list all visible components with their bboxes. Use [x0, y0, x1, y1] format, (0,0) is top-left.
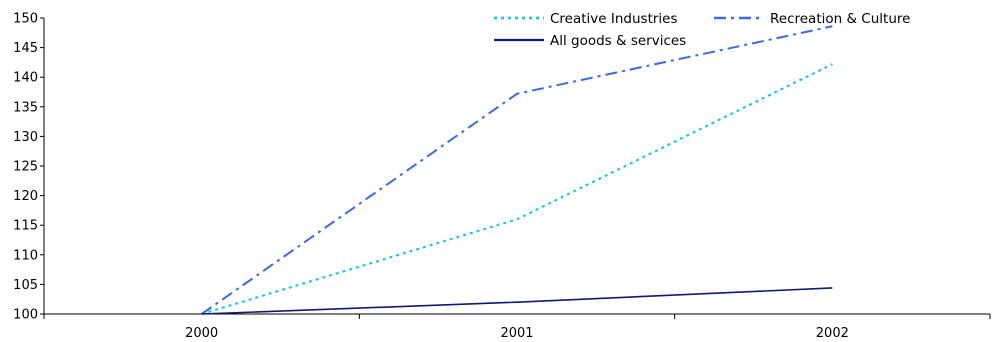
y-tick-label: 145: [13, 41, 38, 56]
series-line-creative-industries: [201, 63, 833, 316]
legend-label: Recreation & Culture: [770, 11, 910, 27]
y-tick-label: 120: [13, 189, 38, 204]
y-tick-label: 130: [13, 130, 38, 145]
y-axis-ticks: 100 105 110 115 120 125 130 135 140 145 150: [13, 12, 44, 323]
legend-label: All goods & services: [550, 33, 686, 49]
y-tick-label: 140: [13, 71, 38, 86]
series-lines: [201, 25, 833, 316]
x-tick-label: 2000: [185, 326, 218, 341]
x-tick-label: 2001: [500, 326, 533, 341]
y-tick-label: 135: [13, 100, 38, 115]
series-line-all-goods-services: [201, 287, 833, 315]
legend-label: Creative Industries: [550, 11, 678, 27]
y-tick-label: 100: [13, 308, 38, 323]
series-line-recreation-culture: [201, 25, 833, 315]
y-tick-label: 105: [13, 278, 38, 293]
y-tick-label: 150: [13, 12, 38, 27]
y-tick-label: 125: [13, 160, 38, 175]
y-tick-label: 110: [13, 248, 38, 263]
legend: Creative Industries Recreation & Culture A…: [494, 11, 910, 49]
y-tick-label: 115: [13, 219, 38, 234]
x-tick-label: 2002: [816, 326, 849, 341]
x-axis-ticks: 2000 2001 2002: [43, 314, 991, 341]
